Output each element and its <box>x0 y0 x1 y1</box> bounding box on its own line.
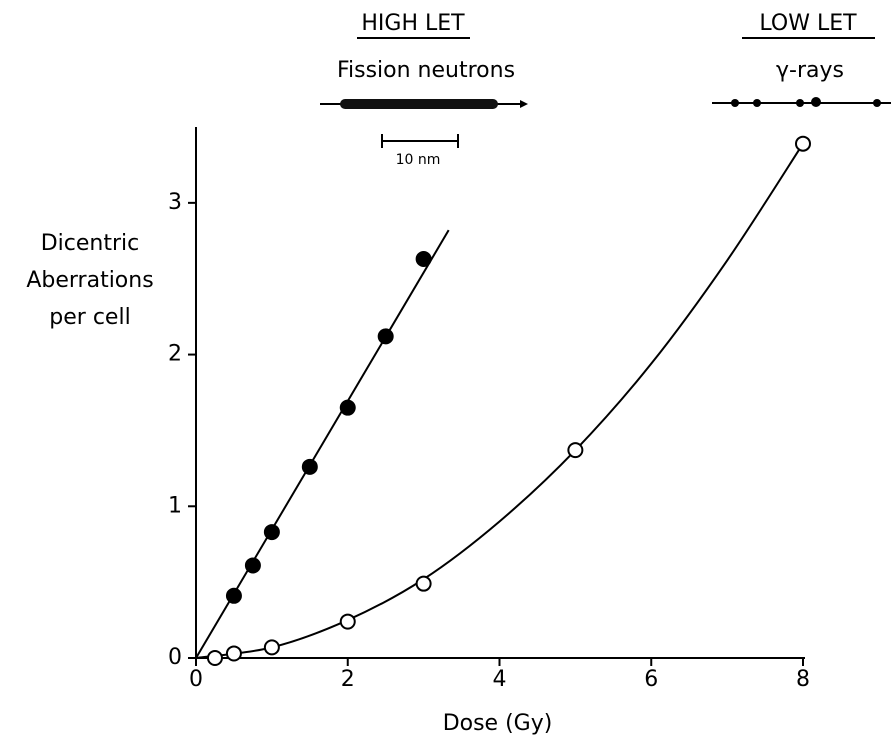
neutron-track <box>320 99 528 109</box>
data-point <box>377 328 394 345</box>
fit-line <box>195 229 450 659</box>
data-point <box>339 399 356 416</box>
x-tick-label: 8 <box>796 667 810 692</box>
annotation: HIGH LET <box>361 11 465 36</box>
annotation: LOW LET <box>759 11 857 36</box>
data-point <box>415 575 432 592</box>
y-tick-label: 0 <box>168 645 182 670</box>
y-axis-label: Dicentric <box>41 231 140 256</box>
x-axis-label: Dose (Gy) <box>443 711 553 736</box>
x-tick-label: 2 <box>341 667 355 692</box>
data-point <box>567 442 584 459</box>
y-tick-label: 3 <box>168 190 182 215</box>
data-point <box>225 645 242 662</box>
scale-bar <box>381 134 459 148</box>
data-point <box>795 135 811 152</box>
data-point <box>263 524 280 541</box>
x-tick-label: 0 <box>189 667 203 692</box>
data-point <box>206 650 223 666</box>
x-tick-label: 4 <box>493 667 507 692</box>
data-point <box>415 250 432 267</box>
y-tick-label: 2 <box>168 342 182 367</box>
data-point <box>263 639 280 656</box>
y-axis-label: Aberrations <box>26 268 153 293</box>
fit-line <box>195 143 804 659</box>
y-tick-label: 1 <box>168 493 182 518</box>
y-axis-label: per cell <box>49 305 130 330</box>
annotation: 10 nm <box>396 152 441 168</box>
x-tick-label: 6 <box>644 667 658 692</box>
data-point <box>339 613 356 630</box>
data-point <box>244 557 261 574</box>
gamma-track <box>712 97 891 107</box>
annotation: Fission neutrons <box>337 58 515 83</box>
data-point <box>225 587 242 604</box>
annotation: γ-rays <box>776 58 844 83</box>
data-point <box>301 458 318 475</box>
